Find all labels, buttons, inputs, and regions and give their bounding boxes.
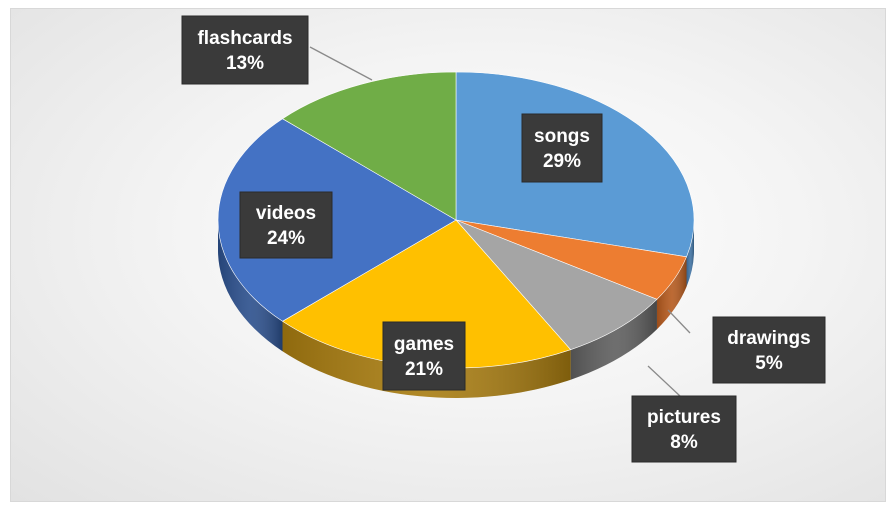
- pie-side-shade-games: [282, 321, 571, 398]
- data-label-category: videos: [256, 203, 316, 224]
- data-label-category: pictures: [647, 407, 721, 428]
- data-label-box: [521, 113, 603, 183]
- data-label-percent: 13%: [226, 53, 264, 74]
- data-label-percent: 29%: [543, 151, 581, 172]
- pie-side-shade-pictures: [570, 299, 657, 380]
- data-label-category: drawings: [727, 328, 810, 349]
- pie-side-shade-songs: [686, 220, 694, 287]
- leader-line-drawings: [667, 309, 691, 334]
- data-label-drawings: drawings 5%: [712, 316, 826, 384]
- pie-side-shade-drawings: [656, 256, 687, 330]
- data-label-box: [631, 395, 737, 463]
- data-label-box: [239, 191, 333, 259]
- data-label-percent: 21%: [405, 359, 443, 380]
- pie-sides: [218, 220, 694, 398]
- leader-line-pictures: [647, 365, 681, 397]
- leader-line-flashcards: [309, 46, 373, 81]
- data-label-category: songs: [534, 126, 590, 147]
- pie-side-shade-videos: [218, 220, 283, 352]
- data-label-games: games 21%: [382, 321, 466, 391]
- data-labels: songs 29% drawings 5% pictures 8% games 21% vide…: [181, 15, 826, 463]
- data-label-box: [382, 321, 466, 391]
- data-label-songs: songs 29%: [521, 113, 603, 183]
- data-label-percent: 5%: [755, 353, 783, 374]
- pie-slice-videos: [217, 118, 457, 322]
- leader-lines: [309, 46, 691, 397]
- data-label-box: [712, 316, 826, 384]
- data-label-pictures: pictures 8%: [631, 395, 737, 463]
- data-label-box: [181, 15, 309, 85]
- data-label-videos: videos 24%: [239, 191, 333, 259]
- pie-slice-pictures: [455, 219, 658, 351]
- data-label-flashcards: flashcards 13%: [181, 15, 309, 85]
- data-label-category: games: [394, 334, 454, 355]
- data-label-category: flashcards: [197, 28, 292, 49]
- data-label-percent: 24%: [267, 228, 305, 249]
- data-label-percent: 8%: [670, 432, 698, 453]
- pie-slice-flashcards: [281, 71, 457, 221]
